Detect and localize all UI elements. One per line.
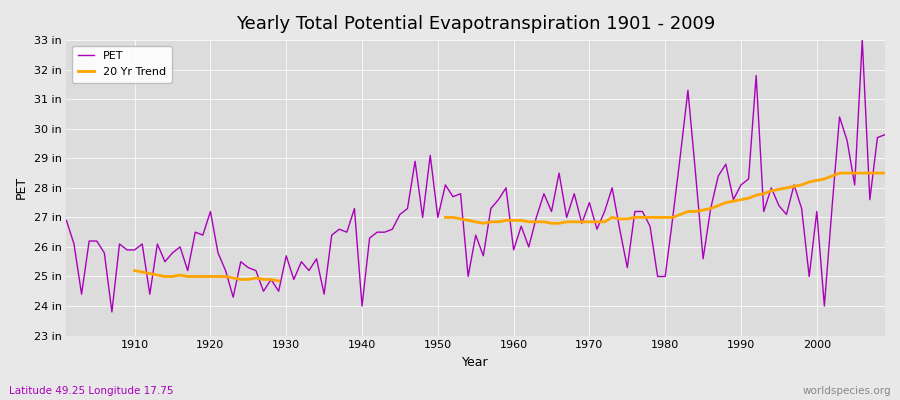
Legend: PET, 20 Yr Trend: PET, 20 Yr Trend: [72, 46, 172, 82]
20 Yr Trend: [167, 274, 178, 279]
20 Yr Trend: [137, 270, 148, 274]
20 Yr Trend: [266, 277, 276, 282]
PET: [106, 310, 117, 314]
PET: [607, 186, 617, 190]
20 Yr Trend: [258, 277, 269, 282]
20 Yr Trend: [197, 274, 208, 279]
PET: [341, 230, 352, 234]
PET: [508, 248, 519, 252]
20 Yr Trend: [183, 274, 194, 279]
20 Yr Trend: [144, 271, 155, 276]
20 Yr Trend: [152, 273, 163, 278]
20 Yr Trend: [228, 276, 238, 280]
PET: [879, 132, 890, 137]
20 Yr Trend: [243, 277, 254, 282]
20 Yr Trend: [205, 274, 216, 279]
20 Yr Trend: [130, 268, 140, 273]
PET: [130, 248, 140, 252]
PET: [516, 224, 526, 229]
Line: 20 Yr Trend: 20 Yr Trend: [135, 270, 279, 281]
20 Yr Trend: [190, 274, 201, 279]
Text: worldspecies.org: worldspecies.org: [803, 386, 891, 396]
PET: [296, 259, 307, 264]
20 Yr Trend: [220, 274, 231, 279]
20 Yr Trend: [235, 277, 246, 282]
Y-axis label: PET: PET: [15, 176, 28, 200]
20 Yr Trend: [274, 278, 284, 283]
PET: [61, 218, 72, 223]
X-axis label: Year: Year: [463, 356, 489, 369]
Title: Yearly Total Potential Evapotranspiration 1901 - 2009: Yearly Total Potential Evapotranspiratio…: [236, 15, 716, 33]
20 Yr Trend: [250, 276, 261, 280]
20 Yr Trend: [212, 274, 223, 279]
Text: Latitude 49.25 Longitude 17.75: Latitude 49.25 Longitude 17.75: [9, 386, 174, 396]
Line: PET: PET: [67, 40, 885, 312]
20 Yr Trend: [175, 273, 185, 278]
PET: [857, 38, 868, 42]
20 Yr Trend: [159, 274, 170, 279]
